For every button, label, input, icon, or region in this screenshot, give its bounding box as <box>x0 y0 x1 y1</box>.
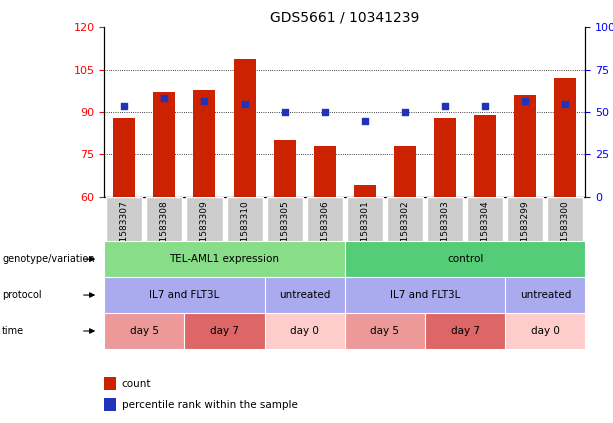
Point <box>240 100 249 107</box>
Bar <box>514 95 536 197</box>
Point <box>480 103 490 110</box>
Point <box>159 95 169 102</box>
Text: control: control <box>447 254 483 264</box>
Text: GSM1583310: GSM1583310 <box>240 201 249 261</box>
Bar <box>434 118 456 197</box>
Bar <box>104 398 116 411</box>
Bar <box>474 115 496 197</box>
Text: genotype/variation: genotype/variation <box>2 254 94 264</box>
Text: day 7: day 7 <box>210 326 239 336</box>
Text: day 0: day 0 <box>291 326 319 336</box>
Text: TEL-AML1 expression: TEL-AML1 expression <box>170 254 280 264</box>
Point <box>320 109 330 115</box>
Bar <box>113 118 135 197</box>
Text: GSM1583307: GSM1583307 <box>120 201 129 261</box>
Point <box>200 97 210 104</box>
Text: GSM1583302: GSM1583302 <box>400 201 409 261</box>
Bar <box>153 92 175 197</box>
Point <box>360 117 370 124</box>
Point <box>400 109 410 115</box>
Bar <box>273 140 295 197</box>
Bar <box>194 90 216 197</box>
Point <box>120 103 129 110</box>
Text: percentile rank within the sample: percentile rank within the sample <box>121 400 297 410</box>
Bar <box>234 58 256 197</box>
Text: protocol: protocol <box>2 290 42 300</box>
Text: day 5: day 5 <box>370 326 400 336</box>
Text: GSM1583304: GSM1583304 <box>481 201 490 261</box>
Text: IL7 and FLT3L: IL7 and FLT3L <box>149 290 219 300</box>
Text: GSM1583301: GSM1583301 <box>360 201 370 261</box>
Title: GDS5661 / 10341239: GDS5661 / 10341239 <box>270 11 419 25</box>
Text: GSM1583306: GSM1583306 <box>320 201 329 261</box>
Text: day 5: day 5 <box>130 326 159 336</box>
Text: count: count <box>121 379 151 389</box>
Text: time: time <box>2 326 24 336</box>
Text: GSM1583308: GSM1583308 <box>160 201 169 261</box>
Bar <box>394 146 416 197</box>
Point <box>520 97 530 104</box>
Bar <box>554 78 576 197</box>
Text: untreated: untreated <box>520 290 571 300</box>
Text: untreated: untreated <box>279 290 330 300</box>
Text: GSM1583299: GSM1583299 <box>521 201 530 261</box>
Text: GSM1583300: GSM1583300 <box>561 201 570 261</box>
Text: day 7: day 7 <box>451 326 479 336</box>
Bar <box>104 377 116 390</box>
Point <box>280 109 289 115</box>
Point <box>440 103 450 110</box>
Bar <box>354 185 376 197</box>
Text: day 0: day 0 <box>531 326 560 336</box>
Text: GSM1583309: GSM1583309 <box>200 201 209 261</box>
Text: GSM1583305: GSM1583305 <box>280 201 289 261</box>
Bar <box>314 146 336 197</box>
Text: IL7 and FLT3L: IL7 and FLT3L <box>390 290 460 300</box>
Point <box>560 100 570 107</box>
Text: GSM1583303: GSM1583303 <box>441 201 449 261</box>
